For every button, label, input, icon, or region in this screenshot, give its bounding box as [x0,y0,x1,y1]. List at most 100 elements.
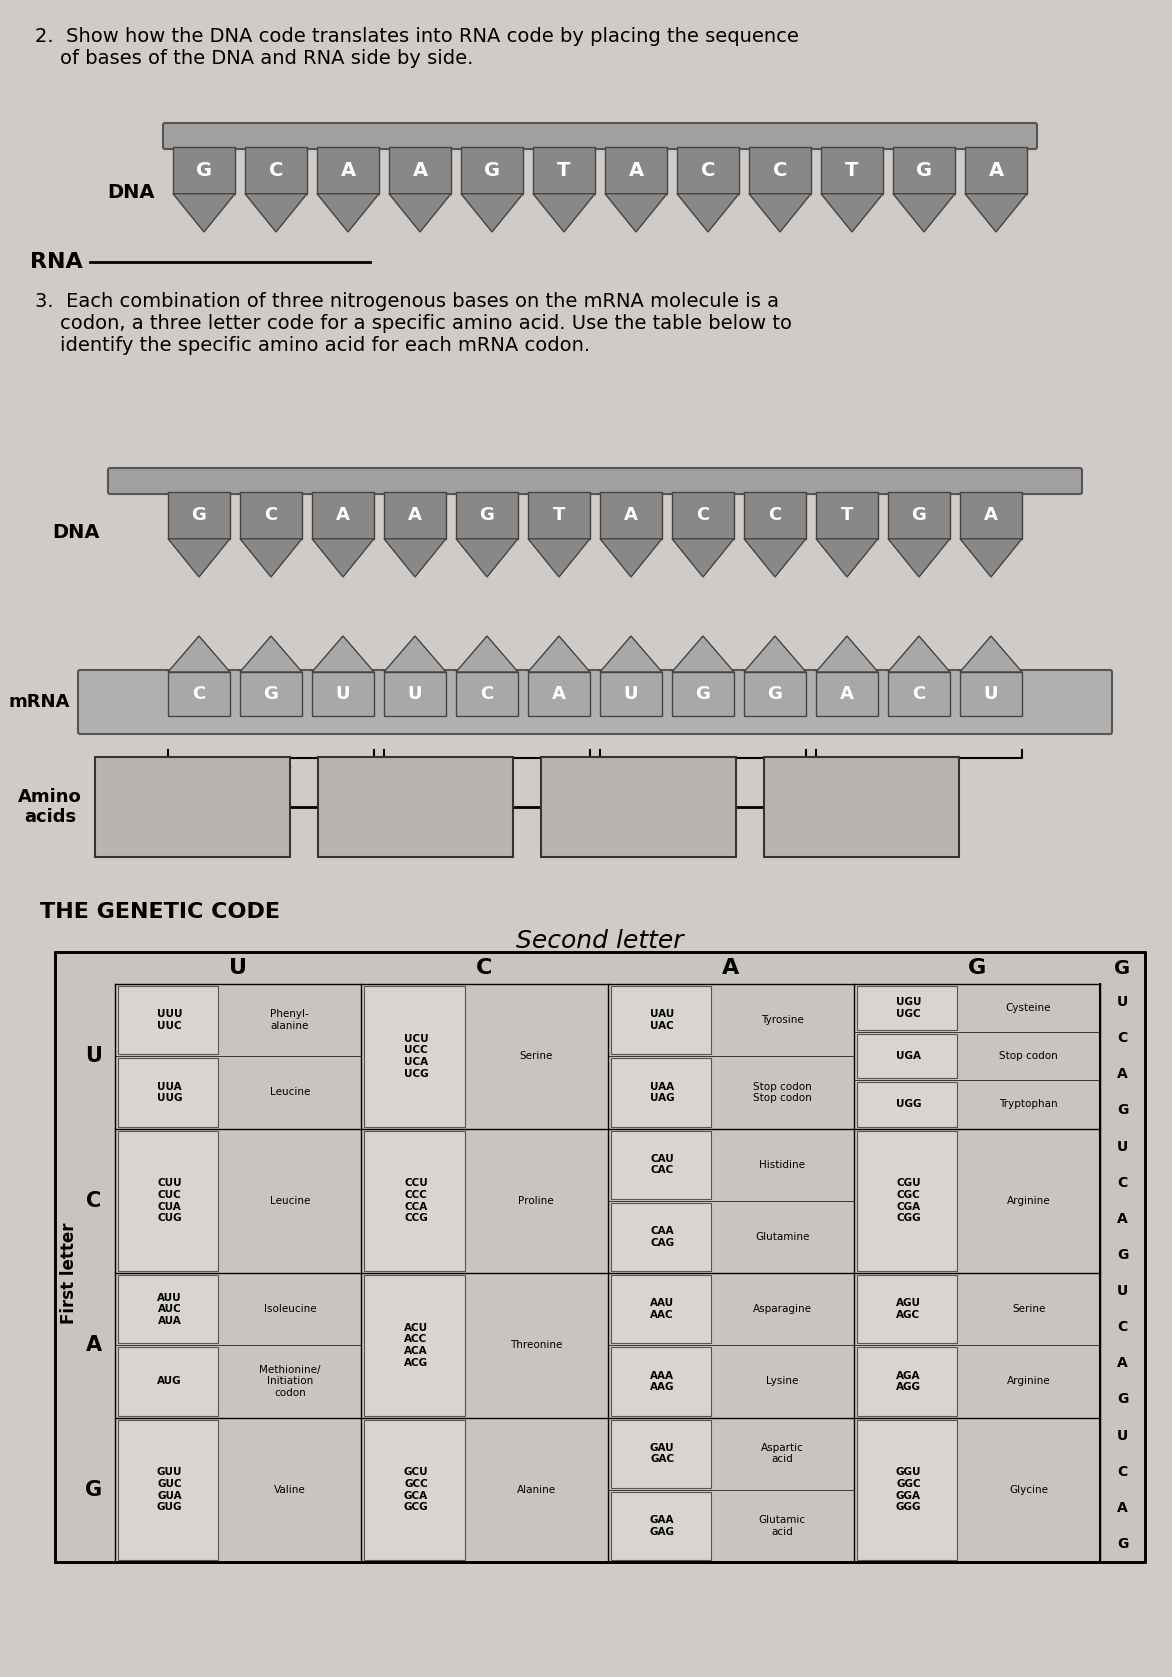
Text: Arginine: Arginine [1007,1196,1050,1206]
Text: A: A [1117,1357,1127,1370]
Text: UAA
UAG: UAA UAG [650,1082,675,1103]
Text: G: G [912,506,926,525]
Polygon shape [677,148,740,195]
Text: G: G [1117,1103,1129,1117]
FancyBboxPatch shape [857,986,958,1030]
Text: C: C [696,506,709,525]
Text: G: G [196,161,212,179]
Polygon shape [600,491,662,538]
Text: T: T [558,161,571,179]
Polygon shape [312,491,374,538]
Polygon shape [168,491,230,538]
Text: UGU
UGC: UGU UGC [895,998,921,1020]
Polygon shape [456,636,518,672]
Text: Valine: Valine [274,1484,306,1494]
Text: U: U [1117,994,1129,1010]
Polygon shape [240,491,302,538]
Text: DNA: DNA [108,183,155,201]
Text: G: G [86,1479,103,1499]
Text: A: A [984,506,997,525]
Text: A: A [408,506,422,525]
Polygon shape [461,148,523,195]
FancyBboxPatch shape [857,1130,958,1271]
FancyBboxPatch shape [118,986,218,1055]
Text: T: T [840,506,853,525]
Text: T: T [845,161,859,179]
Text: ACU
ACC
ACA
ACG: ACU ACC ACA ACG [404,1323,428,1368]
Polygon shape [960,636,1022,672]
FancyBboxPatch shape [364,1130,464,1271]
Text: A: A [1117,1067,1127,1082]
Text: G: G [484,161,500,179]
Polygon shape [389,148,451,195]
Text: GCU
GCC
GCA
GCG: GCU GCC GCA GCG [403,1467,428,1513]
Text: DNA: DNA [53,523,100,542]
FancyBboxPatch shape [95,756,289,857]
Polygon shape [173,148,236,195]
Text: G: G [968,958,986,978]
FancyBboxPatch shape [541,756,736,857]
Polygon shape [600,538,662,577]
FancyBboxPatch shape [318,756,513,857]
FancyBboxPatch shape [118,1347,218,1415]
Text: Glycine: Glycine [1009,1484,1048,1494]
Polygon shape [384,672,447,716]
Text: A: A [628,161,643,179]
Polygon shape [744,538,806,577]
Text: U: U [983,684,999,703]
Polygon shape [672,538,734,577]
Text: G: G [479,506,495,525]
Polygon shape [461,195,523,231]
Text: C: C [268,161,284,179]
Text: THE GENETIC CODE: THE GENETIC CODE [40,902,280,922]
Text: A: A [1117,1501,1127,1514]
Text: Threonine: Threonine [510,1340,563,1350]
Text: A: A [722,958,740,978]
Text: Cysteine: Cysteine [1006,1003,1051,1013]
Text: G: G [695,684,710,703]
FancyBboxPatch shape [611,1493,711,1560]
Polygon shape [965,148,1027,195]
Text: Serine: Serine [519,1051,553,1062]
FancyBboxPatch shape [764,756,959,857]
Polygon shape [816,636,878,672]
Text: CCU
CCC
CCA
CCG: CCU CCC CCA CCG [404,1179,428,1223]
Polygon shape [605,195,667,231]
Polygon shape [240,538,302,577]
Polygon shape [822,195,883,231]
Text: UGA: UGA [895,1051,921,1062]
FancyBboxPatch shape [611,1058,711,1127]
FancyBboxPatch shape [857,1035,958,1078]
Polygon shape [312,636,374,672]
Text: C: C [265,506,278,525]
Text: A: A [1117,1212,1127,1226]
Polygon shape [240,636,302,672]
Polygon shape [389,195,451,231]
Polygon shape [672,672,734,716]
Polygon shape [456,538,518,577]
Text: AGU
AGC: AGU AGC [895,1298,921,1320]
FancyBboxPatch shape [857,1275,958,1343]
Text: GAA
GAG: GAA GAG [649,1514,675,1536]
Polygon shape [533,148,595,195]
Text: AUU
AUC
AUA: AUU AUC AUA [157,1293,182,1327]
Text: A: A [988,161,1003,179]
Polygon shape [893,195,955,231]
Polygon shape [893,148,955,195]
FancyBboxPatch shape [857,1419,958,1560]
Text: A: A [624,506,638,525]
Text: U: U [229,958,247,978]
Polygon shape [888,636,950,672]
Text: Phenyl-
alanine: Phenyl- alanine [271,1010,309,1031]
Polygon shape [822,148,883,195]
Text: 2.  Show how the DNA code translates into RNA code by placing the sequence
    o: 2. Show how the DNA code translates into… [35,27,799,69]
Text: A: A [340,161,355,179]
Text: C: C [192,684,205,703]
FancyBboxPatch shape [611,1202,711,1271]
FancyBboxPatch shape [364,1275,464,1415]
Text: Histidine: Histidine [759,1159,805,1169]
Text: UUA
UUG: UUA UUG [157,1082,183,1103]
Text: UGG: UGG [895,1100,921,1110]
Text: C: C [772,161,788,179]
Text: Glutamine: Glutamine [755,1233,810,1243]
